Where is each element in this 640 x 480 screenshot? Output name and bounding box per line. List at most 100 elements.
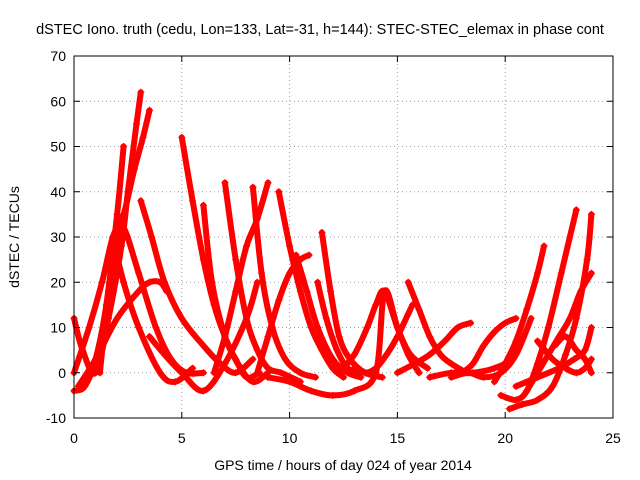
data-point-marker xyxy=(249,183,257,191)
data-point-marker xyxy=(296,369,304,377)
data-point-marker xyxy=(378,373,386,381)
data-point-marker xyxy=(314,324,322,331)
data-point-marker xyxy=(322,314,330,322)
data-point-marker xyxy=(104,287,112,295)
y-axis-label: dSTEC / TECUs xyxy=(6,186,22,288)
data-point-marker xyxy=(467,319,475,327)
data-point-marker xyxy=(264,179,272,187)
data-point-marker xyxy=(137,88,145,96)
data-point-marker xyxy=(350,387,358,395)
data-point-marker xyxy=(512,337,520,345)
data-point-marker xyxy=(303,287,311,295)
data-point-marker xyxy=(350,364,358,372)
data-point-marker xyxy=(189,364,197,372)
data-point-marker xyxy=(534,269,542,277)
data-point-marker xyxy=(329,391,337,399)
series-arc-20 xyxy=(336,287,431,376)
data-point-marker xyxy=(232,256,240,264)
data-point-marker xyxy=(480,342,488,350)
y-tick-label: 20 xyxy=(50,274,66,290)
data-point-marker xyxy=(253,346,261,354)
data-point-marker xyxy=(361,369,369,377)
data-point-marker xyxy=(497,391,505,399)
y-tick-label: 70 xyxy=(50,48,66,64)
chart-title: dSTEC Iono. truth (cedu, Lon=133, Lat=-3… xyxy=(36,22,604,38)
data-point-marker xyxy=(549,382,557,390)
data-point-marker xyxy=(512,396,520,404)
data-point-marker xyxy=(135,269,143,277)
x-tick-label: 15 xyxy=(390,430,406,446)
data-point-marker xyxy=(572,314,580,322)
data-point-marker xyxy=(275,296,283,304)
data-point-marker xyxy=(281,355,289,363)
data-point-marker xyxy=(404,278,412,286)
data-point-marker xyxy=(137,197,145,205)
data-point-marker xyxy=(523,387,531,395)
data-point-marker xyxy=(512,351,520,359)
data-point-marker xyxy=(572,346,580,354)
data-point-marker xyxy=(534,373,542,381)
series-arc-02 xyxy=(71,89,144,377)
data-point-marker xyxy=(85,324,93,331)
data-point-marker xyxy=(232,355,240,363)
data-point-marker xyxy=(113,210,121,218)
data-point-marker xyxy=(335,333,343,341)
y-tick-label: 0 xyxy=(58,365,66,381)
x-tick-label: 5 xyxy=(178,430,186,446)
series-arc-05 xyxy=(75,278,170,390)
data-point-marker xyxy=(562,351,570,359)
data-point-marker xyxy=(426,333,434,341)
data-point-marker xyxy=(447,360,455,368)
data-point-marker xyxy=(307,387,315,395)
series-arc-31 xyxy=(513,324,595,390)
data-point-marker xyxy=(534,396,542,404)
series-arc-23 xyxy=(394,320,474,376)
series-arc-15 xyxy=(254,252,312,376)
data-point-marker xyxy=(296,287,304,295)
data-point-marker xyxy=(480,373,488,381)
data-point-marker xyxy=(562,364,570,372)
data-point-marker xyxy=(253,369,261,377)
data-point-marker xyxy=(415,305,423,313)
data-point-marker xyxy=(587,324,595,331)
data-point-marker xyxy=(490,328,498,336)
data-point-marker xyxy=(210,369,218,377)
data-point-marker xyxy=(264,364,272,372)
data-point-marker xyxy=(534,337,542,345)
data-point-marker xyxy=(133,120,141,128)
y-tick-label: 30 xyxy=(50,229,66,245)
data-point-marker xyxy=(587,355,595,363)
data-point-marker xyxy=(178,133,186,141)
data-point-marker xyxy=(363,324,371,331)
data-point-marker xyxy=(437,351,445,359)
data-point-marker xyxy=(393,369,401,377)
data-point-marker xyxy=(81,382,89,390)
data-point-marker xyxy=(350,351,358,359)
data-point-marker xyxy=(178,369,186,377)
data-point-marker xyxy=(130,165,138,173)
data-point-marker xyxy=(454,324,462,331)
data-point-marker xyxy=(335,369,343,377)
data-point-marker xyxy=(581,346,589,354)
data-point-marker xyxy=(329,355,337,363)
data-point-marker xyxy=(199,369,207,377)
data-point-marker xyxy=(557,269,565,277)
data-point-marker xyxy=(258,269,266,277)
data-point-marker xyxy=(314,278,322,286)
data-point-marker xyxy=(506,405,514,413)
data-point-marker xyxy=(490,378,498,386)
data-point-marker xyxy=(311,373,319,381)
x-tick-label: 20 xyxy=(497,430,513,446)
data-point-marker xyxy=(98,278,106,286)
data-point-marker xyxy=(264,333,272,341)
data-point-marker xyxy=(340,373,347,381)
data-point-marker xyxy=(74,382,82,390)
data-point-marker xyxy=(221,179,229,187)
data-point-marker xyxy=(113,314,121,322)
data-point-marker xyxy=(156,369,164,377)
data-point-marker xyxy=(587,269,595,277)
data-point-marker xyxy=(380,287,388,295)
data-point-marker xyxy=(329,364,337,372)
data-point-marker xyxy=(566,314,574,322)
